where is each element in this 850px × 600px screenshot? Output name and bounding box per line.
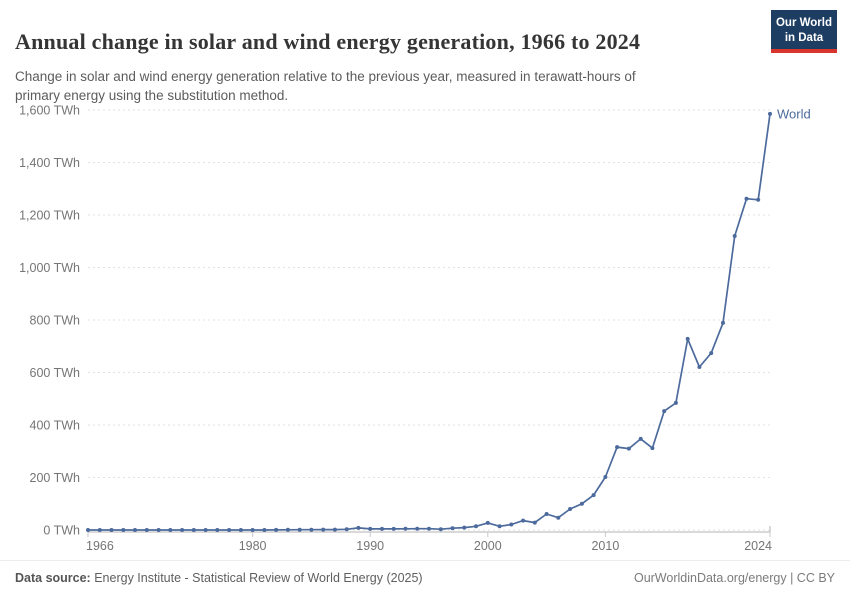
data-point[interactable] — [485, 520, 490, 525]
data-point[interactable] — [368, 526, 373, 531]
y-tick-label: 1,000 TWh — [19, 261, 80, 275]
y-tick-label: 0 TWh — [43, 524, 80, 538]
data-point[interactable] — [721, 320, 725, 325]
y-tick-label: 1,400 TWh — [19, 156, 80, 170]
data-point[interactable] — [227, 528, 232, 532]
data-point[interactable] — [603, 475, 608, 479]
x-tick-label: 2000 — [474, 539, 502, 553]
data-point[interactable] — [144, 528, 149, 532]
y-tick-label: 800 TWh — [30, 314, 81, 328]
data-point[interactable] — [285, 527, 290, 532]
data-point[interactable] — [86, 528, 90, 532]
data-point[interactable] — [332, 527, 337, 532]
y-tick-label: 400 TWh — [30, 419, 81, 433]
owid-logo-line2: in Data — [784, 31, 824, 44]
y-tick-label: 1,200 TWh — [19, 209, 80, 223]
data-point[interactable] — [450, 526, 455, 531]
series-end-label[interactable]: World — [777, 106, 811, 121]
data-point[interactable] — [497, 524, 502, 529]
data-point[interactable] — [250, 528, 255, 532]
x-tick-label: 1980 — [239, 539, 267, 553]
data-point[interactable] — [438, 527, 443, 532]
owid-logo-line1: Our World — [775, 17, 832, 29]
data-point[interactable] — [662, 409, 667, 414]
data-point[interactable] — [297, 527, 302, 532]
data-point[interactable] — [474, 524, 478, 529]
y-tick-label: 1,600 TWh — [19, 104, 80, 118]
y-tick-label: 600 TWh — [30, 366, 81, 380]
x-tick-label: 2010 — [591, 539, 619, 553]
page-title: Annual change in solar and wind energy g… — [15, 28, 641, 54]
data-point[interactable] — [215, 528, 220, 532]
data-source: Data source: Energy Institute - Statisti… — [15, 571, 423, 585]
data-point[interactable] — [344, 527, 349, 532]
credit-separator: | — [786, 571, 797, 585]
data-point[interactable] — [591, 493, 596, 498]
data-point[interactable] — [768, 111, 772, 116]
data-point[interactable] — [556, 515, 561, 520]
data-point[interactable] — [156, 528, 161, 532]
chart-footer: Data source: Energy Institute - Statisti… — [0, 560, 850, 585]
credit-url[interactable]: OurWorldinData.org/energy — [633, 571, 787, 585]
data-point[interactable] — [650, 446, 655, 451]
data-point[interactable] — [427, 526, 431, 531]
data-point[interactable] — [732, 234, 737, 238]
data-point[interactable] — [509, 522, 514, 527]
x-tick-label: 1966 — [86, 539, 114, 553]
y-tick-label: 200 TWh — [30, 471, 81, 485]
data-point[interactable] — [638, 436, 643, 441]
chart-subtitle: Change in solar and wind energy generati… — [15, 68, 636, 103]
data-point[interactable] — [579, 501, 584, 506]
data-point[interactable] — [673, 400, 678, 405]
data-point[interactable] — [462, 525, 467, 530]
data-point[interactable] — [626, 446, 631, 451]
data-point[interactable] — [532, 520, 537, 525]
data-point[interactable] — [168, 528, 173, 532]
data-point[interactable] — [709, 351, 714, 356]
data-point[interactable] — [544, 512, 549, 516]
data-point[interactable] — [685, 336, 690, 341]
data-point[interactable] — [521, 518, 526, 523]
data-point[interactable] — [744, 196, 749, 201]
data-point[interactable] — [403, 526, 408, 531]
data-point[interactable] — [321, 527, 326, 532]
x-tick-label: 2024 — [744, 539, 772, 553]
data-point[interactable] — [191, 528, 196, 532]
data-source-text: Energy Institute - Statistical Review of… — [90, 571, 423, 585]
data-point[interactable] — [356, 525, 361, 530]
credit: OurWorldinData.org/energy | CC BY — [634, 571, 835, 585]
data-point[interactable] — [615, 445, 620, 450]
data-point[interactable] — [697, 365, 702, 369]
data-point[interactable] — [309, 527, 314, 532]
data-point[interactable] — [109, 528, 114, 532]
credit-license[interactable]: CC BY — [796, 571, 835, 585]
data-point[interactable] — [238, 528, 243, 532]
data-point[interactable] — [262, 528, 267, 532]
data-point[interactable] — [97, 528, 102, 532]
data-point[interactable] — [756, 197, 761, 202]
owid-logo[interactable]: Our World in Data — [771, 10, 837, 54]
line-chart[interactable]: 0 TWh 200 TWh 400 TWh 600 TWh 800 TWh 1,000 T… — [0, 95, 850, 560]
data-source-label: Data source: — [15, 571, 91, 585]
data-point[interactable] — [203, 528, 208, 532]
data-point[interactable] — [274, 527, 279, 532]
data-point[interactable] — [121, 528, 126, 532]
data-point[interactable] — [568, 507, 573, 511]
data-point[interactable] — [133, 528, 137, 532]
x-tick-label: 1990 — [356, 539, 384, 553]
data-point[interactable] — [380, 526, 384, 531]
data-point[interactable] — [415, 526, 420, 531]
data-point[interactable] — [391, 526, 396, 531]
data-point[interactable] — [180, 528, 185, 532]
series-line[interactable] — [87, 113, 771, 531]
